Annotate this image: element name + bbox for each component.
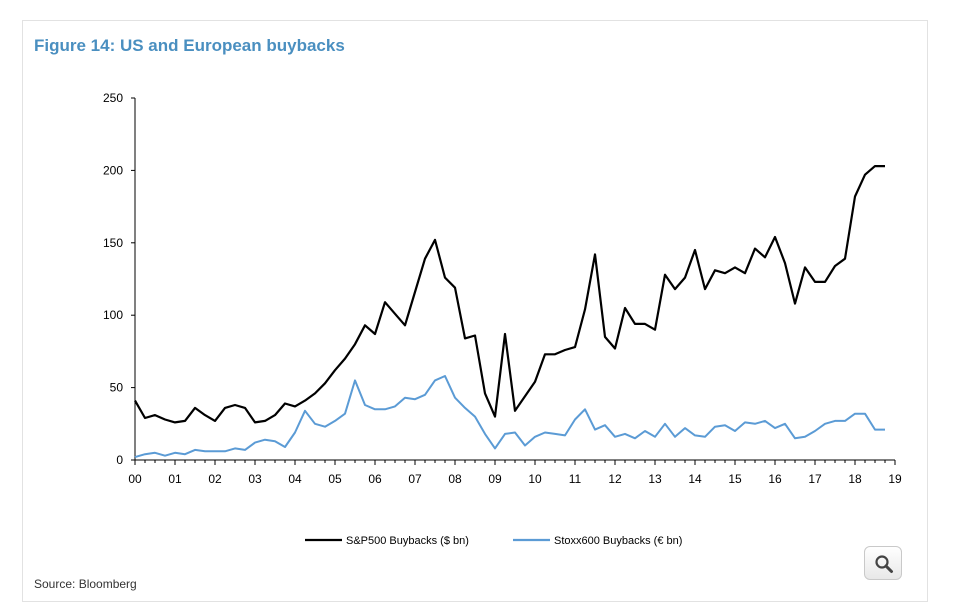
x-tick-label: 00 [128,472,142,486]
x-tick-label: 09 [488,472,502,486]
x-tick-label: 15 [728,472,742,486]
figure-panel [22,20,928,602]
y-tick-label: 0 [116,453,123,467]
sp500-series-line [134,165,885,424]
series-layer [134,165,885,459]
x-tick-label: 13 [648,472,662,486]
y-tick-label: 100 [103,308,123,322]
x-tick-label: 06 [368,472,382,486]
x-tick-label: 01 [168,472,182,486]
x-tick-label: 17 [808,472,822,486]
source-note: Source: Bloomberg [34,577,137,591]
legend: S&P500 Buybacks ($ bn) Stoxx600 Buybacks … [305,535,682,547]
x-axis: 00 01 02 03 04 05 06 07 08 09 10 11 12 13 14 15 16 17 18 19 [128,459,902,486]
zoom-button[interactable] [864,546,902,580]
y-tick-label: 150 [103,236,123,250]
legend-stoxx600-label: Stoxx600 Buybacks (€ bn) [554,535,682,547]
x-tick-label: 10 [528,472,542,486]
x-tick-label: 02 [208,472,222,486]
magnifier-icon [875,555,893,573]
figure-title: Figure 14: US and European buybacks [34,36,345,55]
x-tick-label: 08 [448,472,462,486]
x-tick-label: 04 [288,472,302,486]
y-tick-label: 250 [103,91,123,105]
stoxx600-series-line [134,375,885,459]
legend-sp500-label: S&P500 Buybacks ($ bn) [346,535,469,547]
x-tick-label: 14 [688,472,702,486]
x-tick-label: 07 [408,472,422,486]
x-tick-label: 05 [328,472,342,486]
y-tick-label: 200 [103,163,123,177]
y-tick-label: 50 [110,381,124,395]
x-tick-label: 19 [888,472,902,486]
x-tick-label: 11 [569,472,582,486]
x-tick-label: 16 [768,472,782,486]
x-tick-label: 03 [248,472,262,486]
x-tick-label: 12 [608,472,622,486]
x-tick-label: 18 [848,472,862,486]
y-axis: 0 50 100 150 200 250 [103,91,136,467]
